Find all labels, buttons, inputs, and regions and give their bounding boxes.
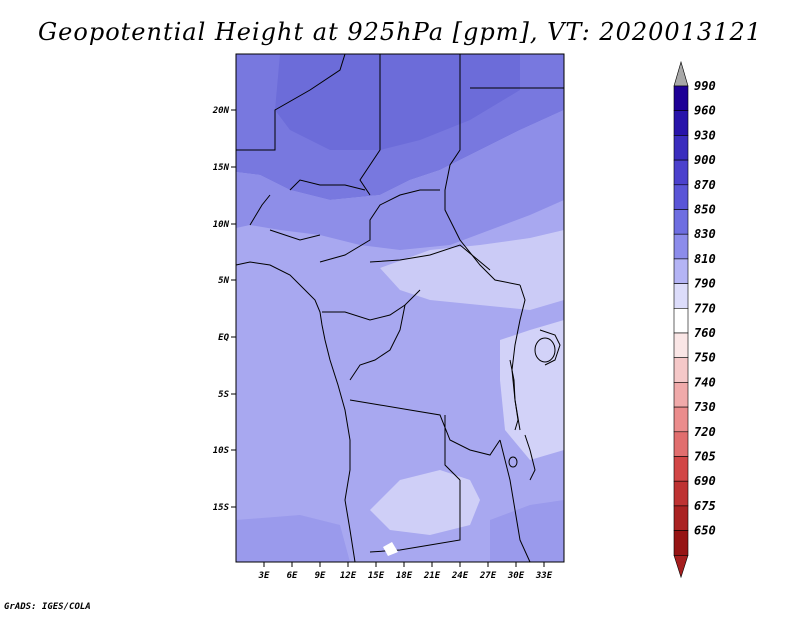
lon-label: 33E (535, 571, 553, 581)
lon-axis: 3E 6E 9E 12E 15E 18E 21E 24E 27E 30E 33E (258, 562, 553, 581)
colorbar-segment (673, 382, 689, 408)
lon-label: 18E (396, 571, 413, 581)
colorbar-segment (673, 283, 689, 309)
credit-label: GrADS: IGES/COLA (4, 602, 91, 612)
colorbar-segment (673, 357, 689, 383)
colorbar-label: 770 (694, 301, 716, 315)
colorbar-segment (673, 530, 689, 556)
colorbar-label: 790 (694, 277, 716, 291)
height-field-850 (236, 110, 564, 250)
colorbar-label: 930 (694, 128, 716, 142)
lon-label: 21E (423, 571, 441, 581)
colorbar-segment (673, 159, 689, 186)
lat-label: 10N (213, 220, 230, 230)
lon-label: 15E (368, 571, 385, 581)
colorbar-label: 760 (694, 326, 716, 340)
colorbar-label: 750 (694, 351, 716, 365)
colorbar-label: 810 (694, 252, 716, 266)
colorbar-label: 650 (694, 524, 716, 538)
colorbar-segment (673, 406, 689, 433)
colorbar-label: 990 (694, 79, 716, 93)
colorbar-label: 740 (694, 375, 716, 389)
colorbar-segment (673, 258, 689, 284)
lat-axis: 20N 15N 10N 5N EQ 5S 10S 15S (212, 106, 236, 513)
colorbar-segment (673, 505, 689, 531)
colorbar-label: 830 (694, 227, 716, 241)
colorbar-label: 870 (694, 178, 716, 192)
height-field-880 (275, 54, 520, 150)
colorbar-segment (673, 110, 689, 136)
colorbar-segment (673, 184, 689, 210)
colorbar-bottom-arrow (673, 554, 689, 579)
colorbar-segment (673, 233, 689, 260)
lat-label: 15S (213, 503, 230, 513)
lat-label: 5S (218, 390, 229, 400)
lon-label: 9E (315, 571, 326, 581)
colorbar-label: 850 (694, 203, 716, 217)
colorbar-label: 720 (694, 425, 716, 439)
lat-label: 10S (213, 446, 230, 456)
lon-label: 30E (507, 571, 525, 581)
colorbar-label: 705 (694, 450, 716, 464)
map-panel: 20N 15N 10N 5N EQ 5S 10S 15S 3E 6E 9E 12… (212, 53, 565, 581)
colorbar-label: 690 (694, 474, 716, 488)
lat-label: 5N (218, 276, 229, 286)
lat-label: 20N (212, 106, 230, 116)
colorbar-label: 900 (694, 153, 716, 167)
colorbar-segment (673, 480, 689, 507)
plot-title: Geopotential Height at 925hPa [gpm], VT:… (38, 18, 762, 46)
colorbar: 990 960 930 900 870 850 830 810 790 770 760 750 740 7… (673, 60, 716, 579)
country-borders (235, 53, 564, 563)
lon-label: 24E (451, 571, 469, 581)
height-field-830-sw (236, 515, 350, 562)
white-area (383, 542, 398, 556)
colorbar-segment (673, 307, 689, 334)
colorbar-top-arrow (673, 60, 689, 87)
colorbar-label: 960 (694, 104, 716, 118)
lon-label: 12E (340, 571, 357, 581)
lat-label: EQ (218, 333, 229, 343)
height-field-790 (380, 230, 564, 310)
colorbar-segment (673, 85, 689, 112)
colorbar-segment (673, 456, 689, 482)
lon-label: 3E (258, 571, 270, 581)
colorbar-segment (673, 135, 689, 161)
height-field-830-se (490, 500, 564, 562)
height-field-790-south (370, 470, 480, 535)
colorbar-segment (673, 332, 689, 359)
lat-label: 15N (213, 163, 230, 173)
lon-label: 6E (287, 571, 298, 581)
colorbar-label: 730 (694, 400, 716, 414)
lon-label: 27E (479, 571, 497, 581)
colorbar-segment (673, 431, 689, 457)
colorbar-segment (673, 209, 689, 235)
colorbar-label: 675 (694, 499, 716, 513)
lakes (508, 337, 556, 481)
map-frame (235, 53, 565, 563)
